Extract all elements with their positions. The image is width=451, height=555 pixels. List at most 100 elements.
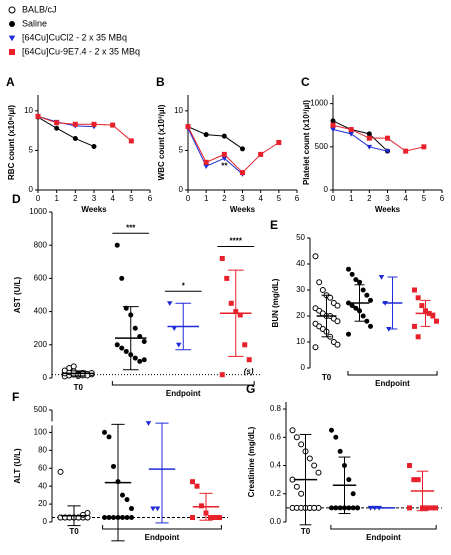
point <box>219 255 225 261</box>
x-tick-label: 3 <box>385 194 390 203</box>
point <box>154 506 161 512</box>
point <box>412 287 417 293</box>
point <box>199 503 204 509</box>
point <box>145 421 152 426</box>
point <box>346 331 351 337</box>
point <box>346 505 352 511</box>
point <box>364 292 370 298</box>
point <box>315 469 322 476</box>
point <box>137 358 143 364</box>
y-tick-label: 0 <box>179 185 184 194</box>
point <box>120 515 125 521</box>
point <box>330 122 336 128</box>
y-tick-label: 400 <box>34 307 48 316</box>
y-tick-label: 0.2 <box>270 489 282 498</box>
point <box>346 300 351 306</box>
point <box>84 510 91 517</box>
point <box>412 323 417 329</box>
point <box>346 477 352 483</box>
point <box>384 149 391 154</box>
point <box>311 462 318 469</box>
point <box>119 275 125 281</box>
point <box>110 122 116 128</box>
point <box>337 448 343 454</box>
point <box>407 463 412 469</box>
point <box>368 297 373 303</box>
point <box>128 138 134 144</box>
y-tick-label: 0 <box>43 517 48 526</box>
point <box>327 294 334 301</box>
point <box>421 144 427 150</box>
point <box>242 342 248 348</box>
point <box>293 434 300 441</box>
series-line <box>37 115 132 142</box>
axis-break <box>48 421 56 426</box>
point <box>70 363 77 370</box>
point <box>72 121 78 127</box>
point <box>348 131 354 137</box>
point <box>54 125 60 131</box>
annotation: ** <box>221 161 228 170</box>
point <box>367 505 374 511</box>
x-tick-label: 1 <box>349 194 354 203</box>
y-tick-label: 10 <box>24 106 33 115</box>
x-tick-label: 4 <box>258 194 263 203</box>
x-tick-label: 5 <box>422 194 427 203</box>
point <box>114 342 120 348</box>
point <box>329 505 334 511</box>
point <box>337 505 343 511</box>
point <box>111 515 116 521</box>
point <box>334 302 341 309</box>
y-tick-label: 20 <box>296 311 305 320</box>
point <box>415 334 421 340</box>
point <box>329 427 334 433</box>
point <box>424 505 430 511</box>
y-tick-label: 0 <box>29 185 34 194</box>
point <box>306 455 313 462</box>
point <box>298 441 305 448</box>
series-line <box>332 120 388 152</box>
y-tick-label: 1000 <box>29 207 47 216</box>
x-tick-label: 0 <box>36 194 41 203</box>
legend-label: Saline <box>22 18 47 28</box>
y-tick-label: 40 <box>296 259 305 268</box>
point <box>334 341 341 348</box>
point <box>119 345 125 351</box>
point <box>433 505 438 511</box>
x-tick-label: 2 <box>222 194 227 203</box>
x-axis-label: Weeks <box>375 205 401 214</box>
panel-label: E <box>270 218 278 232</box>
point <box>185 124 191 130</box>
panel-label: G <box>246 382 255 396</box>
panel-label: B <box>156 75 165 89</box>
x-tick-label: 4 <box>403 194 408 203</box>
point <box>102 429 107 435</box>
group-label: Endpoint <box>375 379 410 388</box>
group-label: Endpoint <box>366 533 401 542</box>
y-tick-label: 600 <box>34 274 48 283</box>
legend-marker <box>9 49 15 55</box>
group-label: T0 <box>322 373 332 382</box>
point <box>350 505 356 511</box>
y-tick-label: 100 <box>34 428 48 437</box>
point <box>194 483 200 489</box>
y-tick-label: 50 <box>296 233 305 242</box>
y-tick-label: 200 <box>34 340 48 349</box>
y-tick-label: 1000 <box>310 99 328 108</box>
group-label: T0 <box>74 383 84 392</box>
point <box>208 515 213 521</box>
point <box>132 355 138 361</box>
legend-marker <box>8 6 16 14</box>
x-tick-label: 1 <box>204 194 209 203</box>
point <box>330 118 336 124</box>
x-tick-label: 0 <box>331 194 336 203</box>
y-tick-label: 10 <box>296 337 305 346</box>
point <box>378 275 385 280</box>
group-bracket <box>347 371 438 376</box>
point <box>190 479 195 485</box>
point <box>333 434 339 440</box>
group-bracket <box>330 525 437 530</box>
y-tick-label: 80 <box>38 445 47 454</box>
point <box>364 318 370 324</box>
annotation: * <box>182 281 186 290</box>
